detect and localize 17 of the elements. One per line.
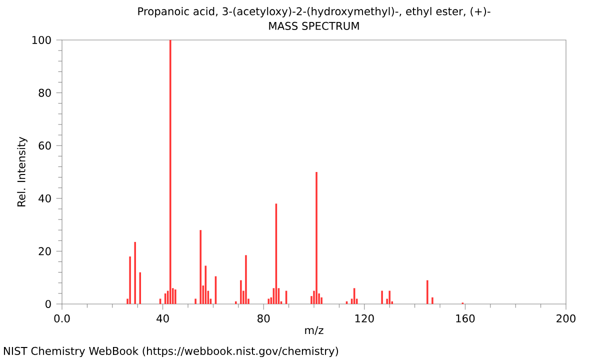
chart-title: Propanoic acid, 3-(acetyloxy)-2-(hydroxymethyl)-, ethyl ester, (+)- bbox=[138, 7, 490, 18]
y-tick-label: 80 bbox=[38, 88, 51, 97]
x-tick-label: 160 bbox=[456, 314, 475, 322]
y-tick-label: 20 bbox=[38, 247, 51, 256]
y-axis-title: Rel. Intensity bbox=[17, 136, 28, 206]
x-tick-label: 80 bbox=[258, 314, 270, 322]
y-tick-label: 0 bbox=[46, 300, 51, 308]
chart-subtitle: MASS SPECTRUM bbox=[269, 22, 359, 30]
x-axis-title: m/z bbox=[305, 326, 324, 336]
x-tick-label: 40 bbox=[156, 314, 169, 322]
x-tick-label: 120 bbox=[355, 314, 374, 322]
y-tick-label: 40 bbox=[38, 194, 51, 202]
y-tick-label: 60 bbox=[38, 142, 51, 150]
x-tick-label: 0.0 bbox=[54, 314, 70, 322]
y-tick-label: 100 bbox=[32, 36, 51, 44]
text: NIST Chemistry WebBook (https://webbook.nist.gov/chemistry) bbox=[4, 346, 338, 358]
x-tick-label: 200 bbox=[556, 314, 576, 322]
